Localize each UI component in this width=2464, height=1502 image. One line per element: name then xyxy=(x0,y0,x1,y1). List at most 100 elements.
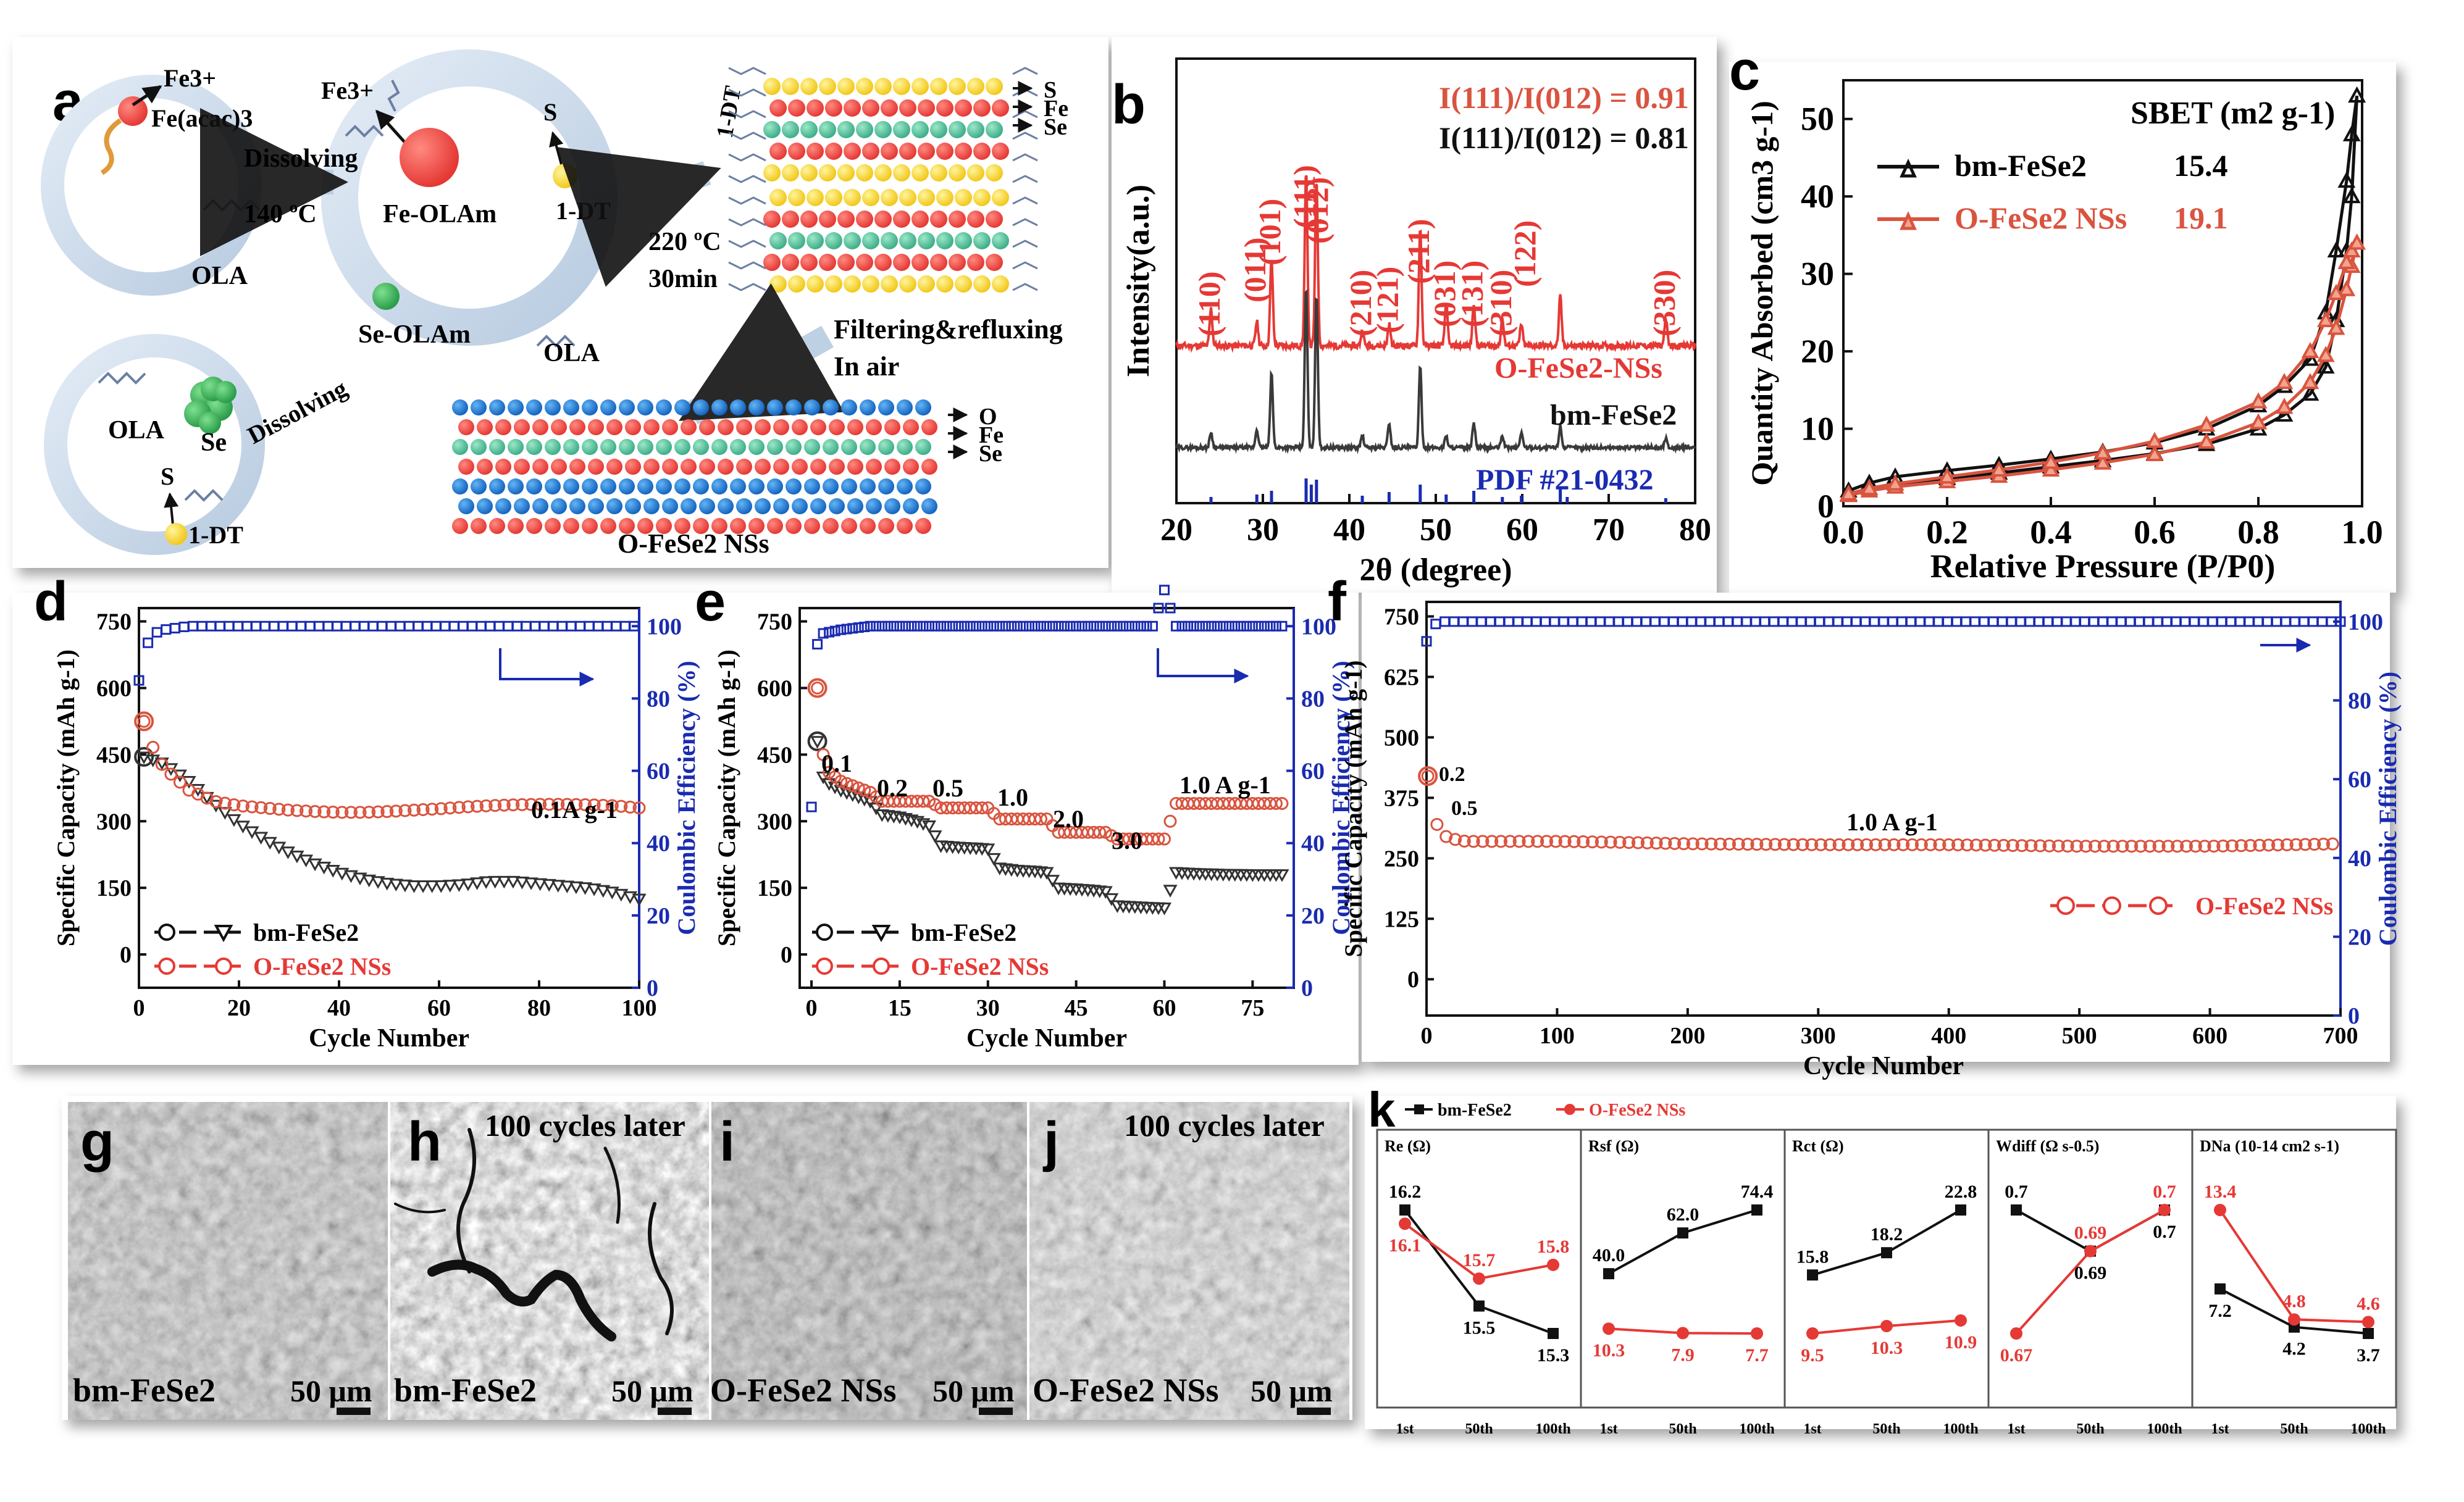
f-o-point xyxy=(1632,836,1645,849)
lattice-atom xyxy=(792,498,808,514)
bet-marker-bm xyxy=(2275,405,2294,422)
lattice-atom xyxy=(526,478,542,494)
f-y2-tick-label: 40 xyxy=(2348,846,2371,872)
e-ce-point xyxy=(1023,620,1034,632)
lattice-atom xyxy=(874,164,892,181)
f-o-point xyxy=(2051,839,2065,853)
lattice-atom xyxy=(897,478,913,494)
lattice-atom xyxy=(810,459,826,475)
refluxing-arrow xyxy=(679,283,845,425)
k-value-o: 16.1 xyxy=(1389,1235,1422,1256)
sem-caption-g: bm-FeSe2 xyxy=(73,1372,216,1409)
e-ce-point xyxy=(1135,620,1146,632)
f-o-point xyxy=(1860,838,1874,851)
f-o-point xyxy=(1814,838,1828,851)
f-o-point xyxy=(1677,837,1691,851)
sem-tone-i xyxy=(710,1102,1028,1420)
lattice-ligand xyxy=(728,196,766,205)
lattice-atom xyxy=(545,518,561,534)
d-o-point xyxy=(263,802,277,816)
lattice-atom xyxy=(825,189,842,206)
d-x-tick-label: 20 xyxy=(227,995,251,1021)
lattice-atom xyxy=(551,419,567,435)
k-subplot-title: Wdiff (Ω s-0.5) xyxy=(1996,1137,2099,1155)
f-x-tick-label: 400 xyxy=(1931,1023,1966,1049)
d-x-tick-label: 100 xyxy=(622,995,657,1021)
f-o-point xyxy=(2070,840,2084,853)
k-marker-bm xyxy=(1548,1328,1559,1339)
lattice-atom xyxy=(788,143,805,160)
e-ce-point xyxy=(1223,620,1234,632)
d-bm-point xyxy=(398,879,413,893)
f-o-point xyxy=(2024,839,2038,853)
lattice-atom xyxy=(782,121,799,138)
d-bm-point xyxy=(425,880,440,893)
d-o-point xyxy=(452,801,466,814)
lattice-atom xyxy=(967,78,984,95)
d-bm-point xyxy=(524,877,538,890)
lattice-atom xyxy=(986,121,1003,138)
lattice-atom xyxy=(825,143,842,160)
lattice-atom xyxy=(763,121,781,138)
e-rate-label: 1.0 A g-1 xyxy=(1180,771,1271,799)
lattice-atom xyxy=(899,99,916,117)
e-o-point xyxy=(975,801,989,815)
xrd-xlabel: 2θ (degree) xyxy=(1359,553,1512,588)
lattice-atom xyxy=(786,399,802,415)
d-bm-point xyxy=(388,878,403,892)
e-ce-point xyxy=(806,801,817,812)
d-o-point xyxy=(497,798,511,812)
d-y-tick-label: 600 xyxy=(96,675,132,701)
f-o-point xyxy=(1640,836,1654,849)
xrd-hkl-labels: (110) (011)(101)(111)(012)(210)(121)(211)… xyxy=(1192,165,1681,336)
k-value-o: 0.7 xyxy=(2153,1182,2176,1202)
lattice-atom xyxy=(825,232,842,249)
bet-x-tick-label: 0.8 xyxy=(2237,514,2279,551)
k-category-label: 50th xyxy=(2280,1421,2308,1437)
k-marker-o xyxy=(1473,1272,1485,1285)
k-value-bm: 62.0 xyxy=(1667,1204,1699,1225)
lattice-atom xyxy=(619,399,635,415)
lattice-atom xyxy=(800,121,818,138)
lattice-atom xyxy=(582,399,598,415)
panel-a-schematic: a Fe3+ Fe(acac)3 Dissolving 140 ºC OLA F… xyxy=(41,49,1068,559)
f-o-point xyxy=(1823,838,1837,851)
lattice-atom xyxy=(930,211,947,228)
k-category-label: 1st xyxy=(2211,1421,2229,1437)
lattice-atom xyxy=(911,254,929,271)
lattice-atom xyxy=(847,419,863,435)
lattice-atom xyxy=(807,99,824,117)
e-o-point xyxy=(1157,832,1171,846)
bet-y-tick-label: 20 xyxy=(1801,333,1834,370)
lattice-atom xyxy=(986,254,1003,271)
e-rate-label: 1.0 xyxy=(997,783,1028,811)
k-category-label: 50th xyxy=(1465,1421,1493,1437)
xrd-hkl-label: (031) xyxy=(1427,261,1462,327)
xrd-label-black: bm-FeSe2 xyxy=(1550,399,1677,432)
d-legend-o: O-FeSe2 NSs xyxy=(253,953,391,980)
panel-letter-g: g xyxy=(80,1111,114,1173)
lattice-atom xyxy=(807,232,824,249)
e-ce-point xyxy=(1129,620,1141,632)
bet-marker-bm xyxy=(2337,171,2356,188)
k-value-bm: 18.2 xyxy=(1871,1224,1903,1245)
bet-marker-o xyxy=(2042,460,2060,477)
xrd-ratio-black: I(111)/I(012) = 0.81 xyxy=(1439,120,1689,155)
lattice-atom xyxy=(452,439,468,455)
e-ce-point xyxy=(1218,620,1229,632)
bet-marker-o xyxy=(1860,478,1879,496)
lattice-atom xyxy=(837,164,855,181)
bet-marker-o xyxy=(2316,346,2335,362)
dt-icon-2 xyxy=(165,523,187,545)
xrd-hkl-label: (121) xyxy=(1370,267,1404,333)
e-first-point xyxy=(807,731,828,751)
d-bm-point xyxy=(514,877,530,890)
d-bm-point xyxy=(551,880,566,893)
k-legend-marker-bm xyxy=(1414,1104,1424,1114)
e-xlabel: Cycle Number xyxy=(966,1024,1127,1053)
lattice-atom xyxy=(495,498,511,514)
d-o-point xyxy=(155,757,169,771)
panel-c-bet: c 0.0 0.2 0.4 0.6 0.8 1.0 0 10 20 30 40 50 SBET (m2… xyxy=(1729,40,2383,585)
f-x-tick-label: 200 xyxy=(1670,1023,1705,1049)
lattice-atom xyxy=(874,121,892,138)
